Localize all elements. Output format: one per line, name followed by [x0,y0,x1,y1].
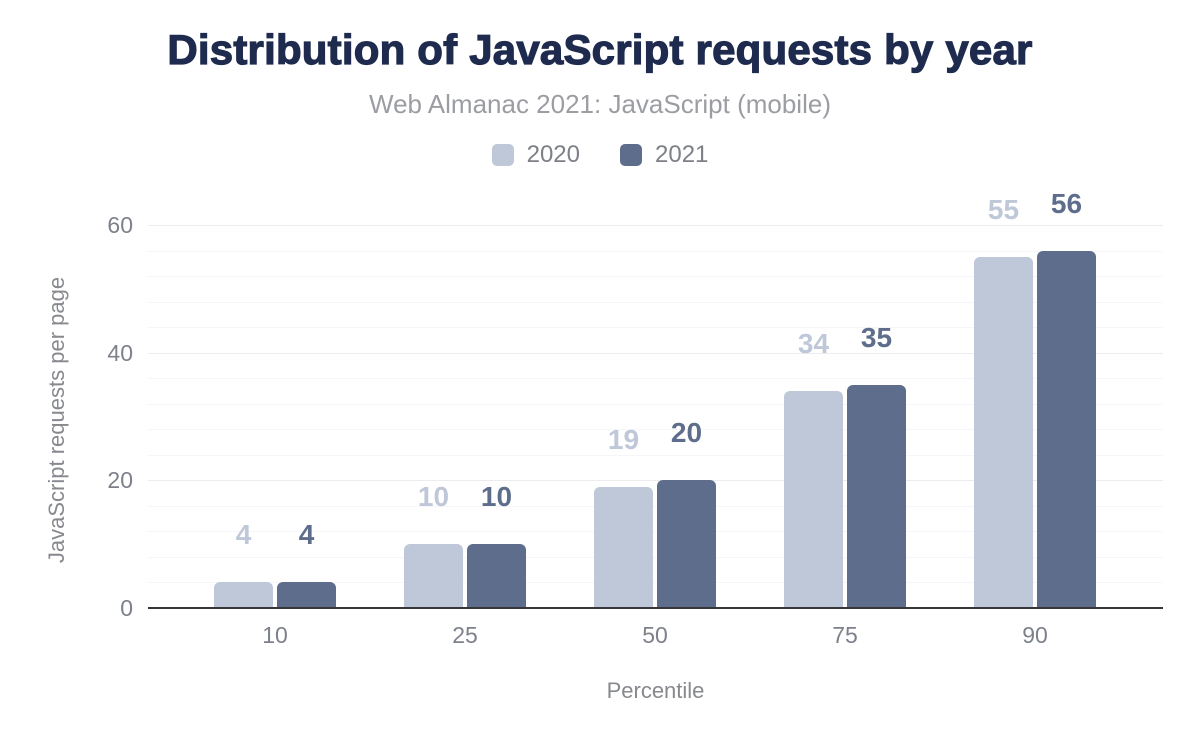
bar-value-2021-p25: 10 [480,481,513,513]
bar-value-2020-p10: 4 [235,519,252,551]
bar-value-2020-p90: 55 [987,193,1020,225]
bar-2021-p25 [467,544,526,608]
legend-item-2020: 2020 [491,141,580,169]
x-axis-line [148,606,1163,609]
x-tick-50: 50 [642,622,668,648]
x-axis-title: Percentile [606,678,705,703]
bar-value-2020-p50: 19 [607,423,640,455]
legend: 2020 2021 [0,141,1200,169]
bar-2021-p75 [847,384,906,608]
minor-gridline-32 [148,403,1163,405]
minor-gridline-28 [148,429,1163,431]
bar-value-2020-p75: 34 [797,327,830,359]
minor-gridline-48 [148,301,1163,303]
minor-gridline-36 [148,378,1163,380]
bar-value-2021-p50: 20 [670,417,703,449]
minor-gridline-52 [148,276,1163,278]
bar-value-2020-p25: 10 [417,481,450,513]
bar-2020-p50 [594,486,653,608]
minor-gridline-56 [148,250,1163,252]
legend-label-2021: 2021 [655,141,709,168]
legend-swatch-2021 [620,144,642,166]
x-tick-90: 90 [1022,622,1048,648]
bar-value-2021-p75: 35 [860,321,893,353]
legend-item-2021: 2021 [620,141,708,169]
minor-gridline-44 [148,327,1163,329]
minor-gridline-16 [148,505,1163,507]
chart-subtitle: Web Almanac 2021: JavaScript (mobile) [369,89,831,119]
bar-2020-p90 [974,256,1033,608]
bar-2020-p10 [214,582,273,608]
major-gridline-40 [148,352,1163,354]
minor-gridline-8 [148,556,1163,558]
legend-label-2020: 2020 [526,141,580,168]
chart-title: Distribution of JavaScript requests by y… [167,25,1033,73]
bar-2021-p50 [657,480,716,608]
major-gridline-20 [148,480,1163,482]
y-axis-ticks: 0 20 40 60 [0,185,133,621]
bar-2020-p25 [404,544,463,608]
y-tick-0: 0 [120,595,133,621]
minor-gridline-4 [148,582,1163,584]
y-tick-20: 20 [107,467,133,494]
y-tick-60: 60 [107,212,133,238]
x-tick-10: 10 [262,622,288,648]
y-tick-40: 40 [107,339,133,366]
bar-2021-p10 [277,582,336,608]
bar-2020-p75 [784,390,843,608]
minor-gridline-12 [148,531,1163,533]
plot-area: 4 4 10 10 10 25 19 20 50 34 35 75 55 56 90 [148,185,1163,648]
bar-value-2021-p10: 4 [298,519,315,551]
x-tick-25: 25 [452,622,478,648]
legend-swatch-2020 [491,144,514,166]
minor-gridline-24 [148,454,1163,456]
bar-2021-p90 [1037,250,1096,608]
bar-value-2021-p90: 56 [1050,187,1083,219]
x-tick-75: 75 [832,622,858,648]
major-gridline-60 [148,225,1163,226]
